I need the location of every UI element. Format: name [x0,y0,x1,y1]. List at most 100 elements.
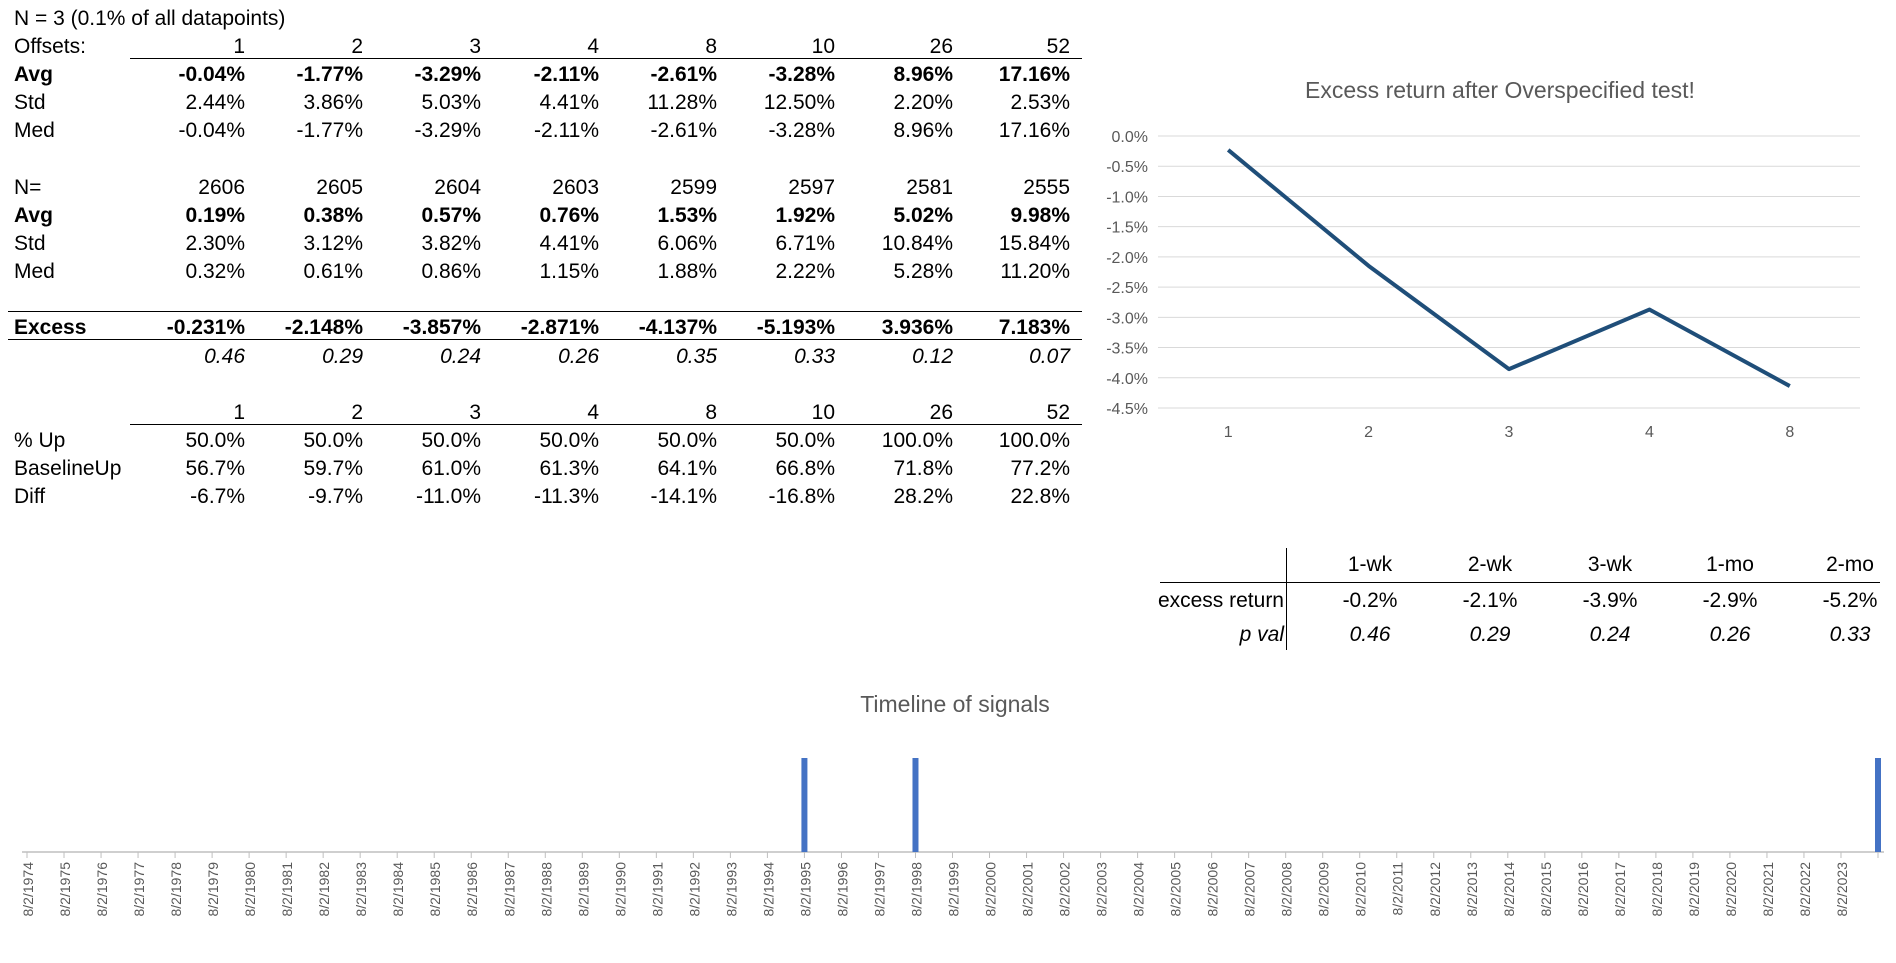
baseline-med-cell: 0.86% [421,260,481,283]
baseline-up-cell: 56.7% [185,457,245,480]
signal-med-label: Med [14,119,55,142]
baseline-up-cell: 64.1% [657,457,717,480]
signal-std-cell: 2.20% [893,91,953,114]
timeline-date-label: 8/2/2022 [1797,862,1813,917]
baseline-n-cell: 2581 [906,176,953,199]
baseline-avg-cell: 5.02% [893,204,953,227]
y-tick-label: -2.5% [1106,280,1148,297]
y-tick-label: 0.0% [1112,129,1148,146]
diff-cell: -14.1% [650,485,717,508]
pct-up-cell: 100.0% [881,429,953,452]
timeline-date-label: 8/2/1993 [723,862,739,917]
baseline-up-cell: 71.8% [893,457,953,480]
signal-med-cell: -0.04% [178,119,245,142]
timeline-date-label: 8/2/2018 [1649,862,1665,917]
timeline-date-label: 8/2/2015 [1538,862,1554,917]
pct-up-label: % Up [14,429,66,452]
signal-std-cell: 2.53% [1010,91,1070,114]
baseline-med-cell: 1.15% [539,260,599,283]
timeline-date-label: 8/2/2007 [1242,862,1258,917]
summary-pval-cell: 0.29 [1469,623,1511,646]
signal-avg-cell: -2.11% [533,63,599,86]
timeline-date-label: 8/2/1975 [57,862,73,917]
pvalue-cell: 0.07 [1029,345,1070,368]
timeline-signal-bars [801,758,1881,852]
baseline-med-cell: 0.61% [303,260,363,283]
timeline-date-label: 8/2/1989 [575,862,591,917]
signal-med-cell: -3.29% [414,119,481,142]
baseline-up-row: BaselineUp 56.7% 59.7% 61.0% 61.3% 64.1% 66.8… [0,452,1080,486]
baseline-n-cell: 2603 [552,176,599,199]
summary-header-cell: 1-mo [1706,553,1754,576]
baseline-std-cell: 3.12% [303,232,363,255]
signal-std-cell: 3.86% [303,91,363,114]
baseline-up-cell: 61.0% [421,457,481,480]
summary-header-cell: 1-wk [1347,553,1393,576]
pct-up-row: % Up 50.0% 50.0% 50.0% 50.0% 50.0% 50.0% 100.0… [0,424,1080,458]
timeline-date-label: 8/2/1988 [538,862,554,917]
timeline-date-label: 8/2/1982 [316,862,332,917]
offset-cell: 3 [469,35,481,58]
pvalue-cell: 0.29 [322,345,363,368]
baseline-n-label: N= [14,176,42,199]
pct-up-cell: 50.0% [185,429,245,452]
signal-bar [801,758,808,852]
pvalue-row: 0.46 0.29 0.24 0.26 0.35 0.33 0.12 0.07 [0,340,1080,374]
pct-up-cell: 100.0% [998,429,1070,452]
offset-cell: 8 [705,35,717,58]
baseline-std-cell: 6.06% [657,232,717,255]
baseline-std-cell: 10.84% [881,232,953,255]
y-tick-label: -3.5% [1106,341,1148,358]
signal-std-cell: 4.41% [539,91,599,114]
timeline-date-label: 8/2/1985 [427,862,443,917]
up-header-underline [130,424,1082,425]
signal-std-cell: 11.28% [647,91,717,114]
timeline-date-label: 8/2/1984 [390,862,406,917]
summary-header-rule [1160,582,1880,583]
baseline-n-cell: 2605 [316,176,363,199]
baseline-up-cell: 77.2% [1010,457,1070,480]
pvalue-cell: 0.12 [912,345,953,368]
datapoints-title: N = 3 (0.1% of all datapoints) [14,7,286,30]
timeline-date-label: 8/2/1999 [946,862,962,917]
offsets-label: Offsets: [14,35,86,58]
baseline-med-cell: 0.32% [185,260,245,283]
timeline-date-label: 8/2/2016 [1575,862,1591,917]
excess-cell: -5.193% [756,316,835,339]
baseline-med-cell: 1.88% [657,260,717,283]
timeline-date-label: 8/2/2021 [1760,862,1776,917]
timeline-date-label: 8/2/2001 [1020,862,1036,917]
signal-med-cell: -3.28% [768,119,835,142]
timeline-date-label: 8/2/2006 [1205,862,1221,917]
signal-avg-row: Avg -0.04% -1.77% -3.29% -2.11% -2.61% -3.28%… [0,58,1080,92]
summary-excess-cell: -5.2% [1822,589,1878,612]
baseline-std-cell: 3.82% [421,232,481,255]
timeline-date-label: 8/2/1978 [168,862,184,917]
signal-avg-cell: 17.16% [998,63,1070,86]
timeline-date-label: 8/2/2002 [1057,862,1073,917]
pvalue-cell: 0.33 [794,345,835,368]
timeline-date-label: 8/2/2005 [1168,862,1184,917]
up-header-cell: 52 [1046,401,1070,424]
timeline-ticks [26,852,1879,858]
signal-avg-cell: -0.04% [178,63,245,86]
up-header-cell: 8 [705,401,717,424]
y-tick-label: -1.5% [1106,220,1148,237]
signal-std-label: Std [14,91,46,114]
baseline-n-cell: 2597 [788,176,835,199]
timeline-date-label: 8/2/1995 [797,862,813,917]
up-header-cell: 26 [929,401,953,424]
baseline-avg-cell: 0.57% [421,204,481,227]
timeline-date-label: 8/2/1997 [871,862,887,917]
baseline-avg-cell: 1.92% [775,204,835,227]
signal-avg-cell: -1.77% [296,63,363,86]
diff-row: Diff -6.7% -9.7% -11.0% -11.3% -14.1% -16.8% 2… [0,480,1080,514]
summary-vertical-rule [1286,548,1287,650]
x-tick-label: 2 [1364,424,1373,441]
line-chart-series [1226,148,1791,388]
summary-excess-cell: -2.1% [1462,589,1518,612]
baseline-n-cell: 2604 [434,176,481,199]
summary-excess-cell: -3.9% [1582,589,1638,612]
baseline-std-row: Std 2.30% 3.12% 3.82% 4.41% 6.06% 6.71% 10.84%… [0,227,1080,261]
timeline-date-label: 8/2/2010 [1353,862,1369,917]
